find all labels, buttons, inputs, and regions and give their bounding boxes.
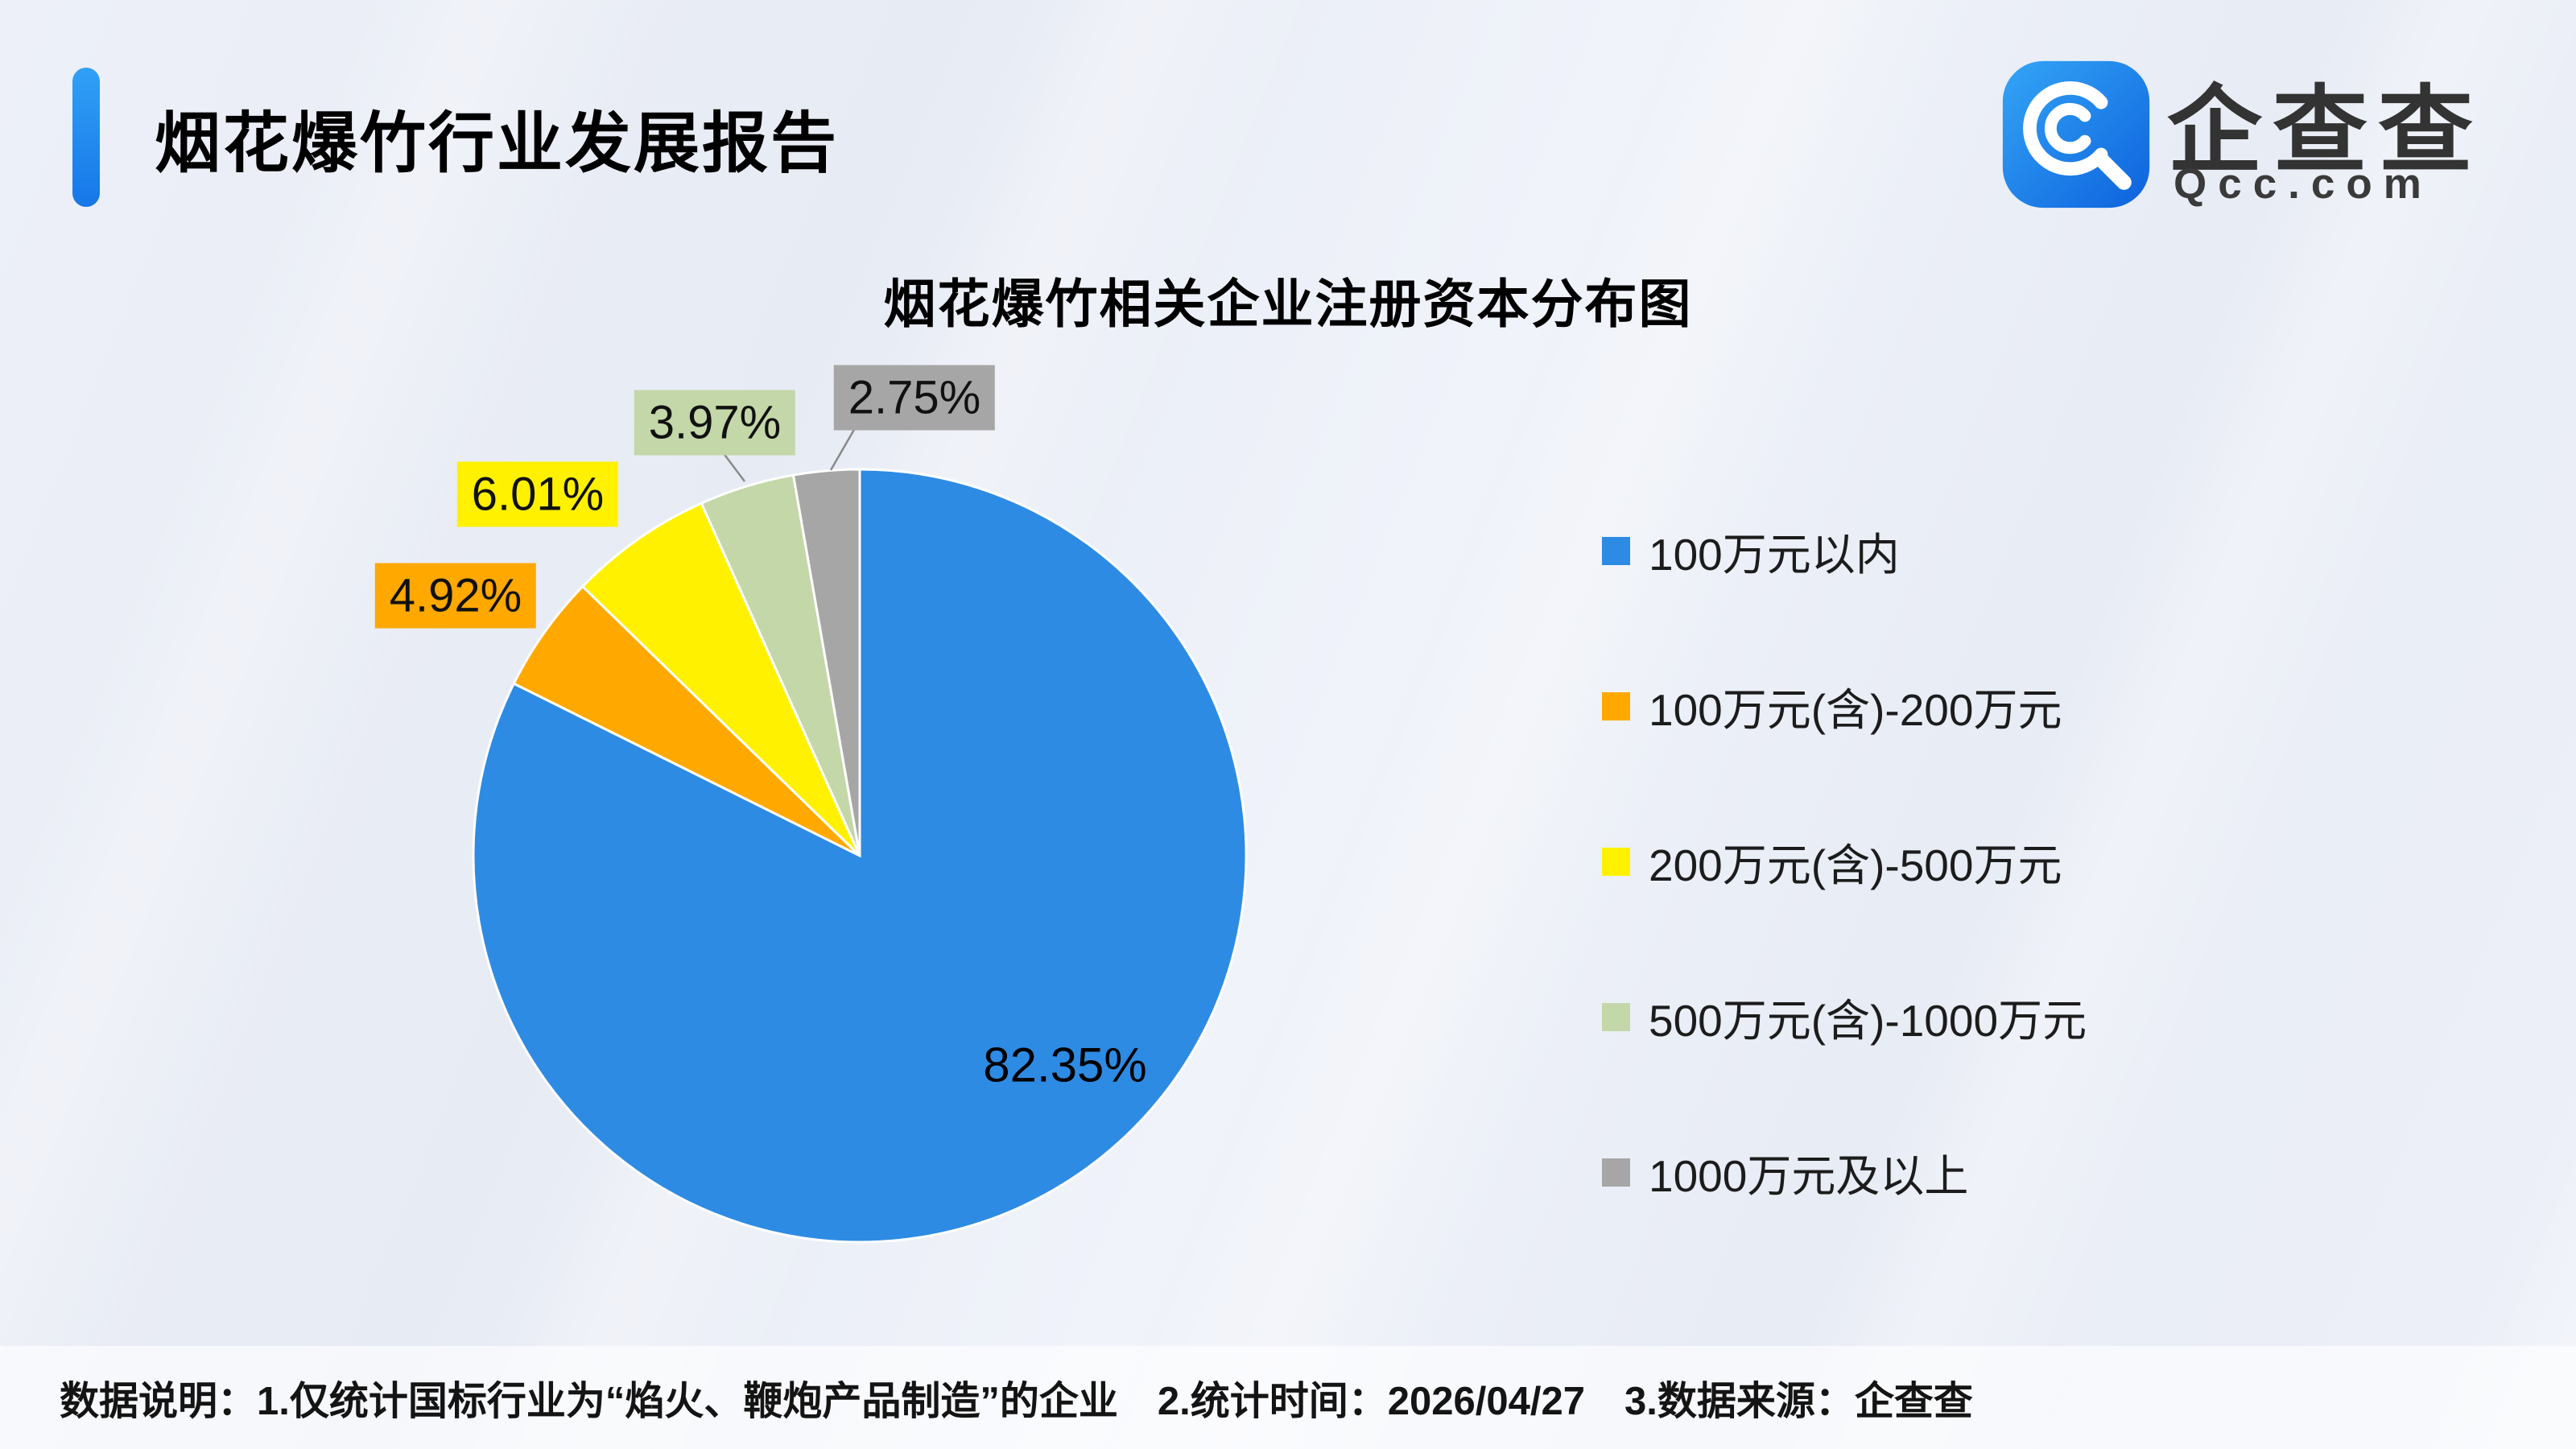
pie-chart — [472, 427, 1248, 1244]
qcc-logo-icon — [2002, 60, 2150, 208]
pie-percent-label: 2.75% — [833, 365, 996, 431]
legend-label: 1000万元及以上 — [1649, 1151, 1969, 1201]
brand-domain: Qcc.com — [2174, 160, 2433, 208]
legend-label: 100万元(含)-200万元 — [1649, 685, 2062, 735]
pie-slice — [512, 584, 861, 857]
report-title: 烟花爆竹行业发展报告 — [155, 107, 840, 180]
pie-percent-label: 6.01% — [456, 461, 619, 527]
pie-slice — [580, 502, 861, 857]
legend-item: 100万元以内 — [1602, 528, 2087, 580]
brand-name: 企查查 — [2167, 78, 2484, 184]
pie-percent-label: 4.92% — [374, 563, 537, 629]
chart-legend: 100万元以内 100万元(含)-200万元 200万元(含)-500万元 50… — [1602, 528, 2087, 1201]
legend-swatch — [1602, 1158, 1630, 1187]
legend-label: 100万元以内 — [1649, 530, 1900, 580]
title-accent-bar — [72, 68, 100, 207]
chart-title: 烟花爆竹相关企业注册资本分布图 — [883, 275, 1693, 333]
legend-label: 500万元(含)-1000万元 — [1649, 996, 2087, 1046]
legend-swatch — [1602, 691, 1630, 720]
data-source-note: 数据说明：1.仅统计国标行业为“焰火、鞭炮产品制造”的企业 2.统计时间：202… — [0, 1346, 2576, 1449]
legend-swatch — [1602, 1002, 1630, 1031]
legend-label: 200万元(含)-500万元 — [1649, 840, 2062, 890]
leader-line — [829, 427, 857, 471]
legend-item: 1000万元及以上 — [1602, 1150, 2087, 1201]
pie-slice — [791, 468, 861, 857]
legend-item: 200万元(含)-500万元 — [1602, 839, 2087, 890]
legend-swatch — [1602, 847, 1630, 876]
legend-swatch — [1602, 536, 1630, 565]
legend-item: 500万元(含)-1000万元 — [1602, 994, 2087, 1046]
leader-line — [722, 452, 745, 482]
pie-inside-label: 82.35% — [983, 1038, 1147, 1092]
legend-item: 100万元(含)-200万元 — [1602, 683, 2087, 735]
pie-percent-label: 3.97% — [634, 390, 796, 456]
